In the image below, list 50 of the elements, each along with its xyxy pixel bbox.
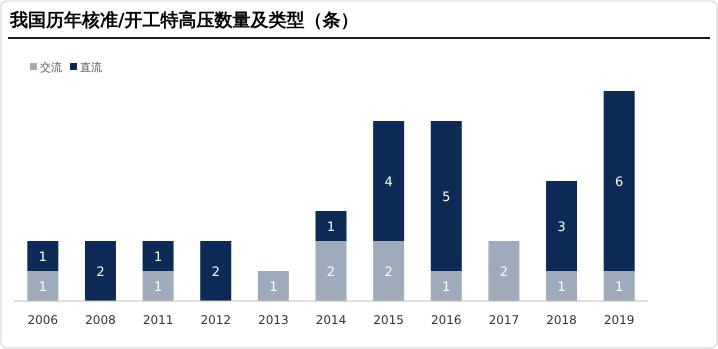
x-tick-label: 2018	[546, 313, 577, 327]
bar	[430, 121, 462, 271]
data-label: 1	[442, 280, 450, 295]
bar	[27, 271, 58, 301]
x-tick-label: 2006	[28, 313, 58, 327]
x-tick-label: 2012	[200, 313, 231, 327]
data-label: 2	[96, 265, 105, 280]
bar	[316, 241, 346, 301]
bar	[142, 241, 174, 271]
bar	[604, 91, 635, 271]
x-tick-label: 2015	[373, 313, 404, 327]
legend-label: 交流	[40, 61, 62, 74]
x-tick-label: 2017	[488, 313, 520, 327]
bar	[200, 241, 232, 301]
x-tick-label: 2011	[142, 313, 174, 327]
bar	[546, 271, 578, 301]
data-label: 1	[326, 220, 336, 235]
chart-title: 我国历年核准/开工特高压数量及类型（条）	[9, 10, 359, 31]
data-label: 2	[326, 265, 336, 280]
x-tick-label: 2016	[431, 313, 462, 327]
bar	[373, 241, 404, 301]
bar	[488, 241, 520, 301]
data-label: 1	[154, 250, 162, 265]
data-label: 3	[557, 220, 566, 235]
bar	[142, 271, 174, 301]
data-label: 1	[38, 280, 47, 295]
bar	[604, 271, 635, 301]
x-tick-label: 2019	[604, 313, 634, 327]
bar	[430, 271, 462, 301]
x-tick-label: 2013	[258, 313, 289, 327]
data-label: 5	[442, 190, 450, 205]
bar	[258, 271, 289, 301]
data-label: 2	[500, 265, 508, 280]
data-label: 1	[557, 280, 566, 295]
data-label: 2	[384, 265, 393, 280]
data-label: 1	[615, 280, 624, 295]
bar	[84, 241, 116, 301]
data-label: 1	[269, 280, 278, 295]
data-label: 2	[212, 265, 220, 280]
data-label: 1	[154, 280, 162, 295]
x-tick-label: 2008	[85, 313, 116, 327]
data-label: 4	[384, 175, 393, 190]
legend-label: 直流	[80, 61, 102, 74]
bar	[27, 241, 58, 271]
data-label: 6	[615, 175, 624, 190]
x-tick-label: 2014	[316, 313, 346, 327]
bar	[546, 181, 578, 271]
bar	[373, 121, 404, 241]
bar	[316, 211, 346, 241]
data-label: 1	[38, 250, 47, 265]
